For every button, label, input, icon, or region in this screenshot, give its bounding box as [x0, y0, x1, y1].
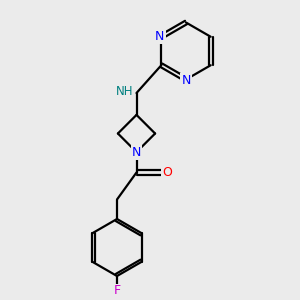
Text: NH: NH [116, 85, 134, 98]
Text: N: N [132, 146, 141, 159]
Text: F: F [113, 284, 121, 298]
Text: O: O [162, 166, 172, 179]
Text: N: N [155, 30, 164, 43]
Text: N: N [181, 74, 191, 88]
